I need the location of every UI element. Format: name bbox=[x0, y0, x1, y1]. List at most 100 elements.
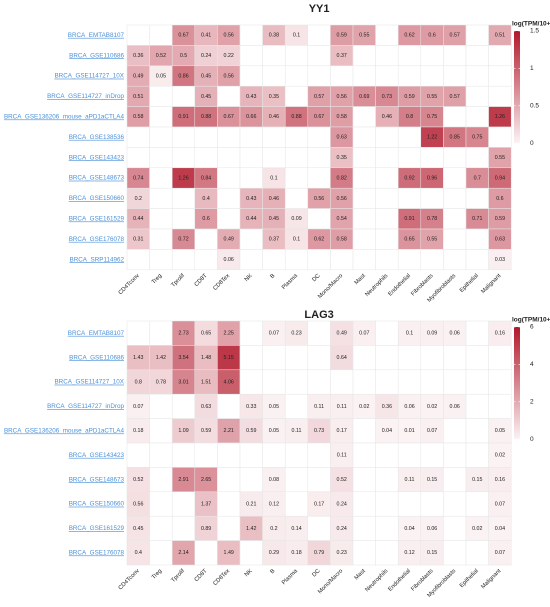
empty-cell bbox=[149, 515, 173, 541]
cell-label: 0.55 bbox=[427, 94, 437, 100]
empty-cell bbox=[352, 540, 376, 566]
empty-cell bbox=[488, 345, 512, 371]
empty-cell bbox=[397, 187, 422, 209]
empty-cell bbox=[262, 442, 286, 468]
cell-label: 0.74 bbox=[133, 175, 143, 181]
empty-cell bbox=[126, 249, 150, 271]
row-label[interactable]: BRCA_GSE161529 bbox=[69, 215, 125, 222]
empty-cell bbox=[375, 228, 399, 250]
row-label[interactable]: BRCA_GSE176078 bbox=[69, 236, 125, 243]
cell-label: 0.49 bbox=[133, 73, 143, 79]
empty-cell bbox=[352, 126, 376, 148]
cell-label: 0.66 bbox=[246, 114, 256, 120]
empty-cell bbox=[352, 467, 376, 493]
cell-label: 0.69 bbox=[359, 94, 369, 100]
empty-cell bbox=[465, 106, 489, 128]
empty-cell bbox=[352, 491, 376, 517]
cell-label: 0.15 bbox=[427, 550, 437, 556]
empty-cell bbox=[284, 369, 309, 395]
empty-cell bbox=[375, 249, 399, 271]
row-label[interactable]: BRCA_GSE138536 bbox=[69, 134, 125, 141]
empty-cell bbox=[465, 442, 489, 468]
cell-label: 0.6 bbox=[428, 33, 435, 39]
cell-label: 0.51 bbox=[495, 33, 505, 39]
row-label[interactable]: BRCA_GSE114727_inDrop bbox=[47, 403, 124, 410]
empty-cell bbox=[375, 65, 399, 87]
empty-cell bbox=[126, 147, 150, 169]
empty-cell bbox=[262, 126, 286, 148]
cell-label: 0.92 bbox=[404, 175, 414, 181]
cell-label: 0.88 bbox=[291, 114, 301, 120]
cell-label: 0.91 bbox=[404, 216, 414, 222]
empty-cell bbox=[149, 228, 173, 250]
empty-cell bbox=[443, 187, 467, 209]
empty-cell bbox=[194, 540, 218, 566]
empty-cell bbox=[262, 345, 286, 371]
cell-label: 0.4 bbox=[202, 196, 209, 202]
cell-label: 0.4 bbox=[135, 550, 142, 556]
row-label[interactable]: BRCA_GSE114727_inDrop bbox=[47, 93, 124, 100]
empty-cell bbox=[149, 167, 173, 189]
cell-label: 0.04 bbox=[495, 526, 505, 532]
cell-label: 0.45 bbox=[201, 94, 211, 100]
row-label[interactable]: BRCA_EMTAB8107 bbox=[68, 330, 125, 337]
cell-label: 0.49 bbox=[224, 237, 234, 243]
row-label[interactable]: BRCA_GSE114727_10X bbox=[54, 73, 124, 80]
cell-label: 0.43 bbox=[246, 94, 256, 100]
empty-cell bbox=[149, 208, 173, 230]
empty-cell bbox=[239, 24, 263, 46]
empty-cell bbox=[217, 491, 241, 517]
cell-label: 0.11 bbox=[337, 453, 347, 459]
row-label[interactable]: BRCA_GSE150660 bbox=[69, 195, 125, 202]
row-label[interactable]: BRCA_GSE110686 bbox=[69, 354, 124, 361]
cell-label: 0.31 bbox=[133, 237, 143, 243]
cell-label: 0.08 bbox=[269, 477, 279, 483]
empty-cell bbox=[217, 393, 241, 419]
empty-cell bbox=[239, 65, 263, 87]
empty-cell bbox=[194, 126, 218, 148]
empty-cell bbox=[397, 249, 422, 271]
row-label[interactable]: BRCA_GSE110686 bbox=[69, 52, 124, 59]
row-label[interactable]: BRCA_GSE148673 bbox=[69, 476, 125, 483]
cell-label: 1.37 bbox=[201, 501, 211, 507]
empty-cell bbox=[375, 187, 399, 209]
cell-label: 0.67 bbox=[224, 114, 234, 120]
cell-label: 0.06 bbox=[404, 404, 414, 410]
row-label[interactable]: BRCA_GSE136206_mouse_aPD1aCTLA4 bbox=[4, 427, 125, 434]
empty-cell bbox=[465, 147, 489, 169]
cell-label: 0.82 bbox=[337, 175, 347, 181]
empty-cell bbox=[126, 24, 150, 46]
row-label[interactable]: BRCA_GSE143423 bbox=[69, 154, 125, 161]
row-label[interactable]: BRCA_GSE136206_mouse_aPD1aCTLA4 bbox=[4, 113, 125, 120]
empty-cell bbox=[443, 65, 467, 87]
row-label[interactable]: BRCA_GSE114727_10X bbox=[54, 379, 124, 386]
empty-cell bbox=[149, 467, 173, 493]
empty-cell bbox=[375, 167, 399, 189]
row-label[interactable]: BRCA_GSE143423 bbox=[69, 452, 125, 459]
empty-cell bbox=[488, 45, 512, 67]
empty-cell bbox=[217, 187, 241, 209]
empty-cell bbox=[443, 147, 467, 169]
empty-cell bbox=[307, 515, 331, 541]
empty-cell bbox=[443, 467, 467, 493]
column-label: Epithelial bbox=[459, 273, 480, 294]
row-label[interactable]: BRCA_EMTAB8107 bbox=[68, 32, 125, 39]
cell-label: 0.44 bbox=[246, 216, 256, 222]
cell-label: 4.06 bbox=[224, 379, 234, 385]
cell-label: 0.17 bbox=[314, 501, 324, 507]
row-label[interactable]: BRCA_GSE148673 bbox=[69, 175, 125, 182]
row-label[interactable]: BRCA_GSE161529 bbox=[69, 525, 125, 532]
column-label: B bbox=[269, 273, 276, 280]
cell-label: 0.09 bbox=[291, 216, 301, 222]
empty-cell bbox=[307, 24, 331, 46]
row-label[interactable]: BRCA_GSE176078 bbox=[69, 549, 125, 556]
cell-label: 0.17 bbox=[337, 428, 347, 434]
cell-label: 0.56 bbox=[337, 196, 347, 202]
column-label: Neutrophils bbox=[364, 273, 389, 298]
empty-cell bbox=[194, 228, 218, 250]
empty-cell bbox=[397, 345, 422, 371]
row-label[interactable]: BRCA_SRP114962 bbox=[70, 256, 125, 263]
column-label: Tprolif bbox=[170, 273, 186, 289]
row-label[interactable]: BRCA_GSE150660 bbox=[69, 501, 125, 508]
cell-label: 0.72 bbox=[178, 237, 188, 243]
